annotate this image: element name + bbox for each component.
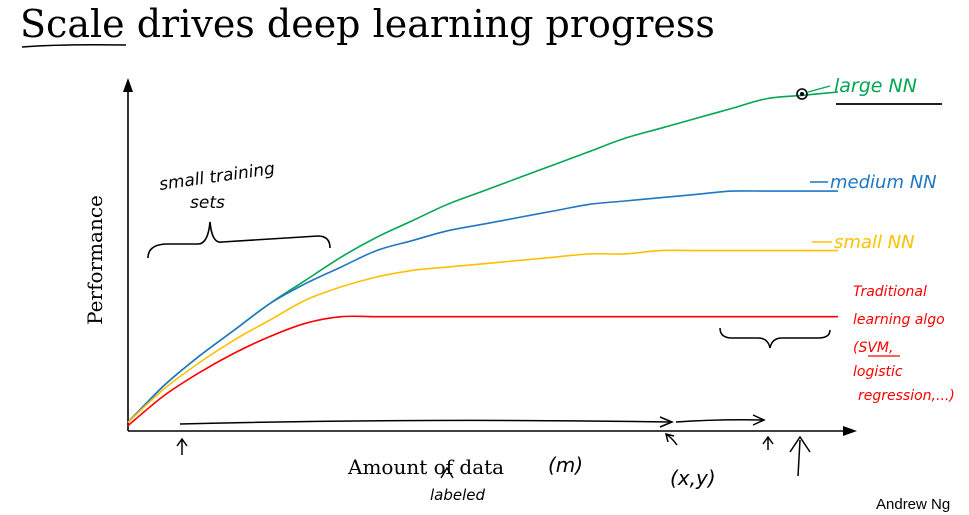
traditional-line-2: learning algo	[853, 312, 945, 328]
title-scale-word: Scale	[20, 2, 125, 46]
xy-annotation: (x,y)	[670, 466, 716, 490]
amount-arrow-head	[659, 416, 674, 428]
y-axis-label: Performance	[83, 195, 107, 325]
tick-arrow-3	[762, 435, 774, 450]
label-small-nn: small NN	[834, 232, 915, 253]
data-arrows	[176, 414, 811, 477]
small-training-brace	[147, 221, 331, 259]
title-underline	[21, 43, 127, 48]
author-label: Andrew Ng	[876, 496, 950, 513]
series-layer	[127, 91, 839, 427]
traditional-line-3: (SVM,	[853, 340, 893, 356]
label-traditional: Traditional learning algo (SVM, logistic…	[853, 284, 955, 404]
traditional-line-5: regression,...)	[858, 388, 955, 404]
traditional-line-4: logistic	[853, 364, 903, 380]
amount-arrow-line	[179, 419, 671, 425]
sets-text: sets	[190, 193, 225, 213]
axes	[123, 78, 857, 436]
tick-arrow-1	[176, 437, 188, 455]
labeled-caret	[440, 466, 454, 479]
series-line-traditional-learning-algorithm	[127, 315, 838, 427]
x-axis-arrow	[843, 426, 857, 436]
slide-title: Scale drives deep learning progress	[20, 2, 715, 46]
traditional-region-brace	[719, 327, 831, 349]
label-large-nn: large NN	[834, 75, 917, 97]
y-axis-arrow	[123, 78, 133, 92]
small-training-text: small training	[158, 159, 276, 195]
small-training-sets-annotation: small training sets	[147, 159, 331, 259]
tick-arrow-2	[664, 432, 678, 446]
label-medium-nn: medium NN	[830, 172, 937, 193]
second-arrow-head	[752, 414, 766, 426]
title-rest: drives deep learning progress	[125, 2, 715, 46]
traditional-line-1: Traditional	[853, 284, 927, 300]
series-line-medium-nn	[127, 190, 838, 423]
second-arrow-line	[675, 419, 763, 423]
m-annotation: (m)	[548, 453, 583, 477]
series-line-large-nn	[127, 91, 839, 423]
x-axis-label: Amount of data	[347, 455, 504, 479]
labeled-annotation: labeled	[430, 486, 486, 504]
large-nn-endpoint-marker	[796, 85, 831, 100]
tick-arrow-4	[789, 435, 811, 477]
series-line-small-nn	[127, 249, 838, 423]
